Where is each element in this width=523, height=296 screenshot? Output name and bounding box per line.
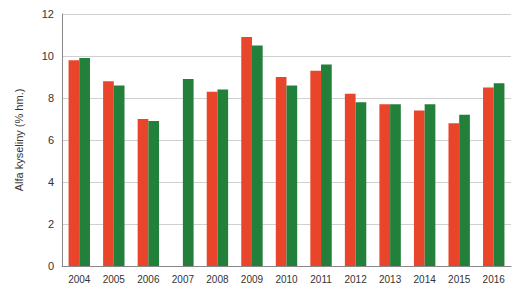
svg-text:2012: 2012 [344,274,367,285]
svg-text:2010: 2010 [275,274,298,285]
svg-text:2013: 2013 [379,274,402,285]
svg-text:2007: 2007 [172,274,195,285]
svg-text:2015: 2015 [448,274,471,285]
svg-text:2005: 2005 [103,274,126,285]
svg-text:2008: 2008 [206,274,229,285]
svg-text:4: 4 [48,176,54,188]
svg-text:Alfa kyseliny (% hm.): Alfa kyseliny (% hm.) [13,89,25,192]
svg-text:2016: 2016 [483,274,506,285]
svg-text:2: 2 [48,218,54,230]
svg-text:10: 10 [42,50,54,62]
svg-text:2011: 2011 [310,274,332,285]
svg-text:2009: 2009 [241,274,264,285]
svg-text:6: 6 [48,134,54,146]
svg-text:8: 8 [48,92,54,104]
svg-text:0: 0 [48,260,54,272]
svg-text:2004: 2004 [68,274,91,285]
svg-text:2014: 2014 [414,274,437,285]
svg-text:12: 12 [42,8,54,20]
svg-text:2006: 2006 [137,274,160,285]
